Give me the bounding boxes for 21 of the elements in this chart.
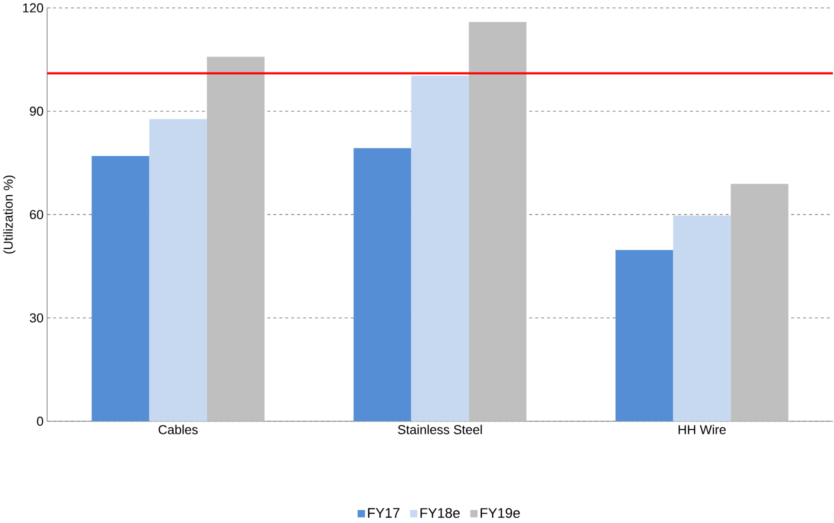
y-axis-title: (Utilization %) (3, 176, 16, 254)
y-tick-label: 90 (30, 106, 44, 116)
y-tick-label: 0 (36, 416, 44, 426)
legend-label: FY19e (480, 508, 520, 518)
bar (149, 119, 207, 422)
y-tick-label: 30 (30, 313, 44, 322)
bar (92, 156, 150, 422)
bar (411, 76, 469, 422)
y-tick-label: 60 (30, 210, 44, 220)
x-tick-label: Cables (158, 424, 198, 434)
legend-label: FY17 (368, 508, 400, 518)
bar (206, 56, 265, 422)
bar (468, 22, 526, 422)
bar (616, 250, 674, 422)
bar (730, 184, 788, 422)
x-tick-label: Stainless Steel (398, 424, 482, 434)
bar (354, 148, 412, 422)
bar (673, 215, 731, 422)
legend-label: FY18e (420, 508, 460, 518)
x-tick-label: HH Wire (678, 424, 726, 434)
y-tick-label: 120 (23, 3, 44, 12)
